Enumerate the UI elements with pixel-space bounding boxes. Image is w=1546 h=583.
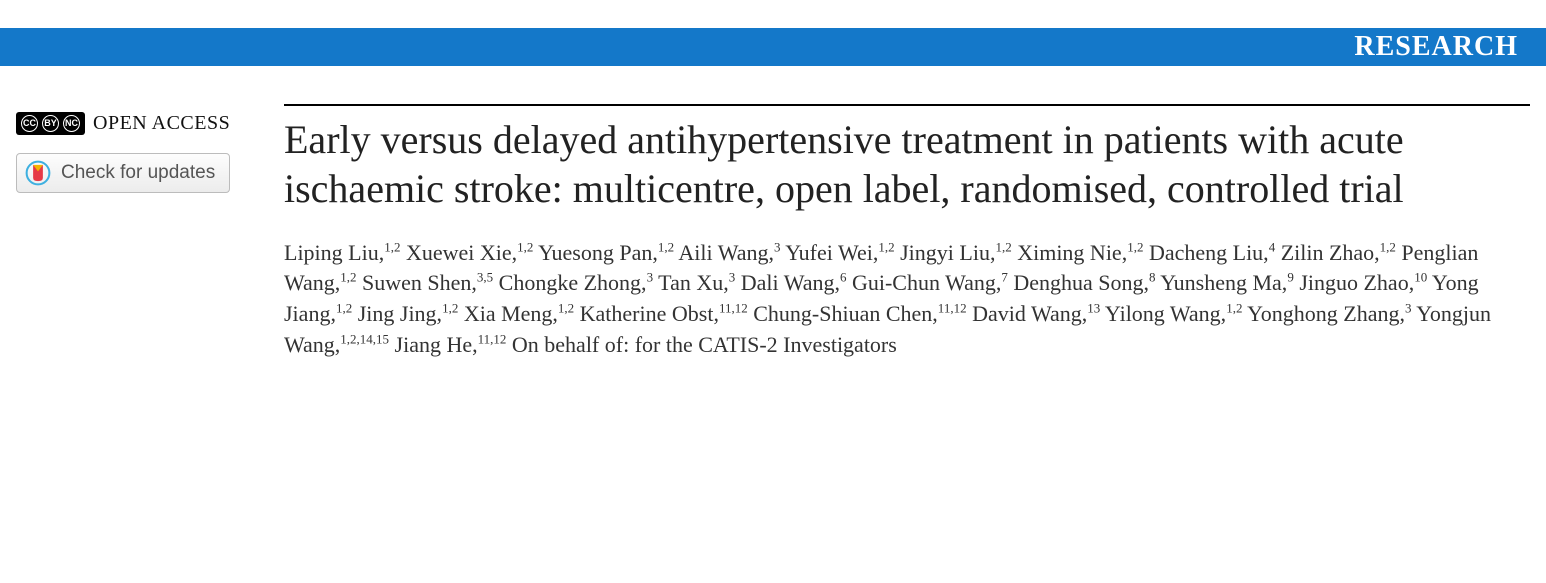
author: Katherine Obst, — [580, 301, 719, 326]
banner-label: RESEARCH — [1354, 31, 1518, 63]
author-affil: 11,12 — [478, 332, 507, 347]
author: Liping Liu, — [284, 240, 384, 265]
author-affil: 11,12 — [719, 301, 748, 316]
author-affil: 3 — [1405, 301, 1412, 316]
author: Aili Wang, — [678, 240, 774, 265]
author-affil: 3,5 — [477, 270, 493, 285]
author: Jiang He, — [395, 332, 478, 357]
author-affil: 11,12 — [938, 301, 967, 316]
author: Denghua Song, — [1013, 270, 1149, 295]
author: Yilong Wang, — [1105, 301, 1226, 326]
check-updates-button[interactable]: Check for updates — [16, 153, 230, 193]
section-banner: RESEARCH — [0, 28, 1546, 66]
author-affil: 8 — [1149, 270, 1156, 285]
open-access-badge: CC BY NC OPEN ACCESS — [16, 112, 284, 135]
author: Xia Meng, — [464, 301, 558, 326]
author-affil: 3 — [729, 270, 736, 285]
author-affil: 1,2 — [1226, 301, 1242, 316]
author: David Wang, — [972, 301, 1087, 326]
author-affil: 1,2 — [995, 239, 1011, 254]
author-affil: 1,2 — [1380, 239, 1396, 254]
crossmark-icon — [25, 160, 51, 186]
author: Ximing Nie, — [1017, 240, 1127, 265]
author-affil: 10 — [1414, 270, 1427, 285]
author: Dali Wang, — [741, 270, 840, 295]
author-affil: 3 — [647, 270, 654, 285]
author-affil: 1,2 — [517, 239, 533, 254]
author: Yonghong Zhang, — [1247, 301, 1405, 326]
content-row: CC BY NC OPEN ACCESS Check for updates E… — [0, 66, 1546, 361]
author-affil: 1,2 — [658, 239, 674, 254]
author: Jinguo Zhao, — [1299, 270, 1414, 295]
sidebar: CC BY NC OPEN ACCESS Check for updates — [16, 104, 284, 361]
article-title: Early versus delayed antihypertensive tr… — [284, 116, 1530, 214]
author: Tan Xu, — [658, 270, 729, 295]
author: Yunsheng Ma, — [1160, 270, 1287, 295]
nc-icon: NC — [63, 115, 80, 132]
article-main: Early versus delayed antihypertensive tr… — [284, 104, 1530, 361]
author: Zilin Zhao, — [1281, 240, 1380, 265]
author: Yuesong Pan, — [538, 240, 658, 265]
check-updates-label: Check for updates — [61, 162, 215, 184]
author-affil: 1,2 — [558, 301, 574, 316]
author: Chongke Zhong, — [499, 270, 647, 295]
author-list: Liping Liu,1,2 Xuewei Xie,1,2 Yuesong Pa… — [284, 238, 1530, 361]
author-affil: 1,2 — [878, 239, 894, 254]
author: Gui-Chun Wang, — [852, 270, 1001, 295]
cc-icon: CC — [21, 115, 38, 132]
author-affil: 13 — [1087, 301, 1100, 316]
author-affil: 1,2,14,15 — [340, 332, 389, 347]
author-affil: 7 — [1001, 270, 1008, 285]
author: Yufei Wei, — [785, 240, 878, 265]
author: Dacheng Liu, — [1149, 240, 1269, 265]
behalf-text: On behalf of: for the CATIS-2 Investigat… — [512, 332, 897, 357]
cc-license-icon: CC BY NC — [16, 112, 85, 135]
author-affil: 1,2 — [1127, 239, 1143, 254]
author: Xuewei Xie, — [406, 240, 517, 265]
author-affil: 1,2 — [340, 270, 356, 285]
author: Chung-Shiuan Chen, — [753, 301, 938, 326]
author: Jing Jing, — [358, 301, 442, 326]
author-affil: 1,2 — [442, 301, 458, 316]
author-affil: 3 — [774, 239, 781, 254]
author: Jingyi Liu, — [900, 240, 995, 265]
author: Suwen Shen, — [362, 270, 477, 295]
author-affil: 4 — [1269, 239, 1276, 254]
open-access-label: OPEN ACCESS — [93, 112, 230, 135]
by-icon: BY — [42, 115, 59, 132]
author-affil: 6 — [840, 270, 847, 285]
author-affil: 9 — [1287, 270, 1294, 285]
author-affil: 1,2 — [336, 301, 352, 316]
author-affil: 1,2 — [384, 239, 400, 254]
